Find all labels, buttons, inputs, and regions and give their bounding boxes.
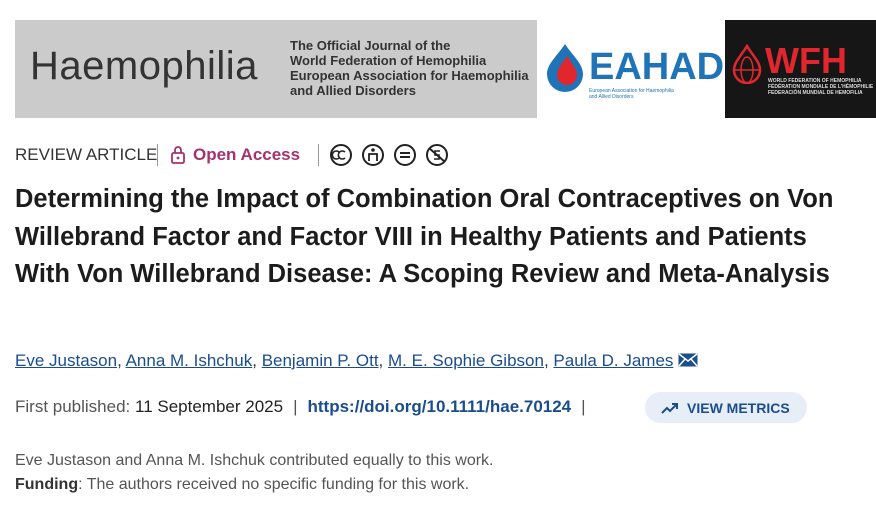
eahad-name: EAHAD <box>589 46 725 88</box>
open-access[interactable]: Open Access <box>193 145 301 164</box>
funding-text: : The authors received no specific fundi… <box>78 476 470 493</box>
wfh-subtitle-line: FEDERACIÓN MUNDIAL DE HEMOFILIA <box>768 90 863 96</box>
view-metrics-button[interactable]: VIEW METRICS <box>645 392 807 423</box>
journal-banner <box>15 20 537 118</box>
author-separator: , <box>117 351 122 370</box>
wfh-subtitle-line: WORLD FEDERATION OF HEMOPHILIA <box>768 78 862 84</box>
author-link[interactable]: Anna M. Ishchuk <box>125 351 253 370</box>
eahad-subtitle-line: and Allied Disorders <box>589 94 634 100</box>
contribution-note: Eve Justason and Anna M. Ishchuk contrib… <box>15 452 494 469</box>
lock-icon <box>171 146 185 164</box>
tagline-line: World Federation of Hemophilia <box>290 53 487 68</box>
funding-statement: Funding: The authors received no specifi… <box>15 476 469 494</box>
author-link[interactable]: Benjamin P. Ott <box>261 351 379 370</box>
funding-label: Funding <box>15 476 79 493</box>
eahad-subtitle-line: European Association for Haemophilia <box>589 88 674 94</box>
meta-separator: | <box>581 397 586 416</box>
journal-name: Haemophilia <box>30 44 258 88</box>
wfh-logo-icon <box>732 44 762 84</box>
view-metrics-label: VIEW METRICS <box>687 400 790 416</box>
wfh-banner <box>725 20 876 118</box>
license-icons[interactable] <box>329 143 453 167</box>
publication-info: First published: 11 September 2025 | https… <box>15 397 596 417</box>
article-title: Determining the Impact of Combination Or… <box>15 185 834 288</box>
trend-icon <box>661 403 678 414</box>
email-icon[interactable] <box>678 353 698 367</box>
eahad-logo-icon <box>547 44 583 92</box>
author-separator: , <box>543 351 549 370</box>
journal-tagline: The Official Journal of the World Federa… <box>290 38 529 98</box>
divider <box>318 144 319 166</box>
wfh-name: WFH <box>765 40 847 81</box>
author-separator: , <box>252 351 257 370</box>
author-link[interactable]: Eve Justason <box>15 351 118 370</box>
eahad-subtitle: European Association for Haemophilia and… <box>589 88 674 100</box>
published-date: 11 September 2025 <box>135 397 284 416</box>
author-link[interactable]: Paula D. James <box>553 351 674 370</box>
author-link[interactable]: M. E. Sophie Gibson <box>388 351 544 370</box>
article-type: REVIEW ARTICLE <box>15 145 158 164</box>
tagline-line: European Association for Haemophilia <box>290 68 529 83</box>
author-list: Eve Justason, Anna M. Ishchuk, Benjamin … <box>15 351 698 371</box>
wfh-subtitle: WORLD FEDERATION OF HEMOPHILIA FÉDÉRATIO… <box>768 78 873 96</box>
divider <box>157 144 158 166</box>
author-separator: , <box>378 351 384 370</box>
tagline-line: and Allied Disorders <box>290 83 416 98</box>
published-label: First published: <box>15 397 131 416</box>
doi-link[interactable]: https://doi.org/10.1111/hae.70124 <box>307 397 572 416</box>
wfh-subtitle-line: FÉDÉRATION MONDIALE DE L'HÉMOPHILIE <box>768 84 874 90</box>
tagline-line: The Official Journal of the <box>290 38 451 53</box>
meta-separator: | <box>293 397 298 416</box>
